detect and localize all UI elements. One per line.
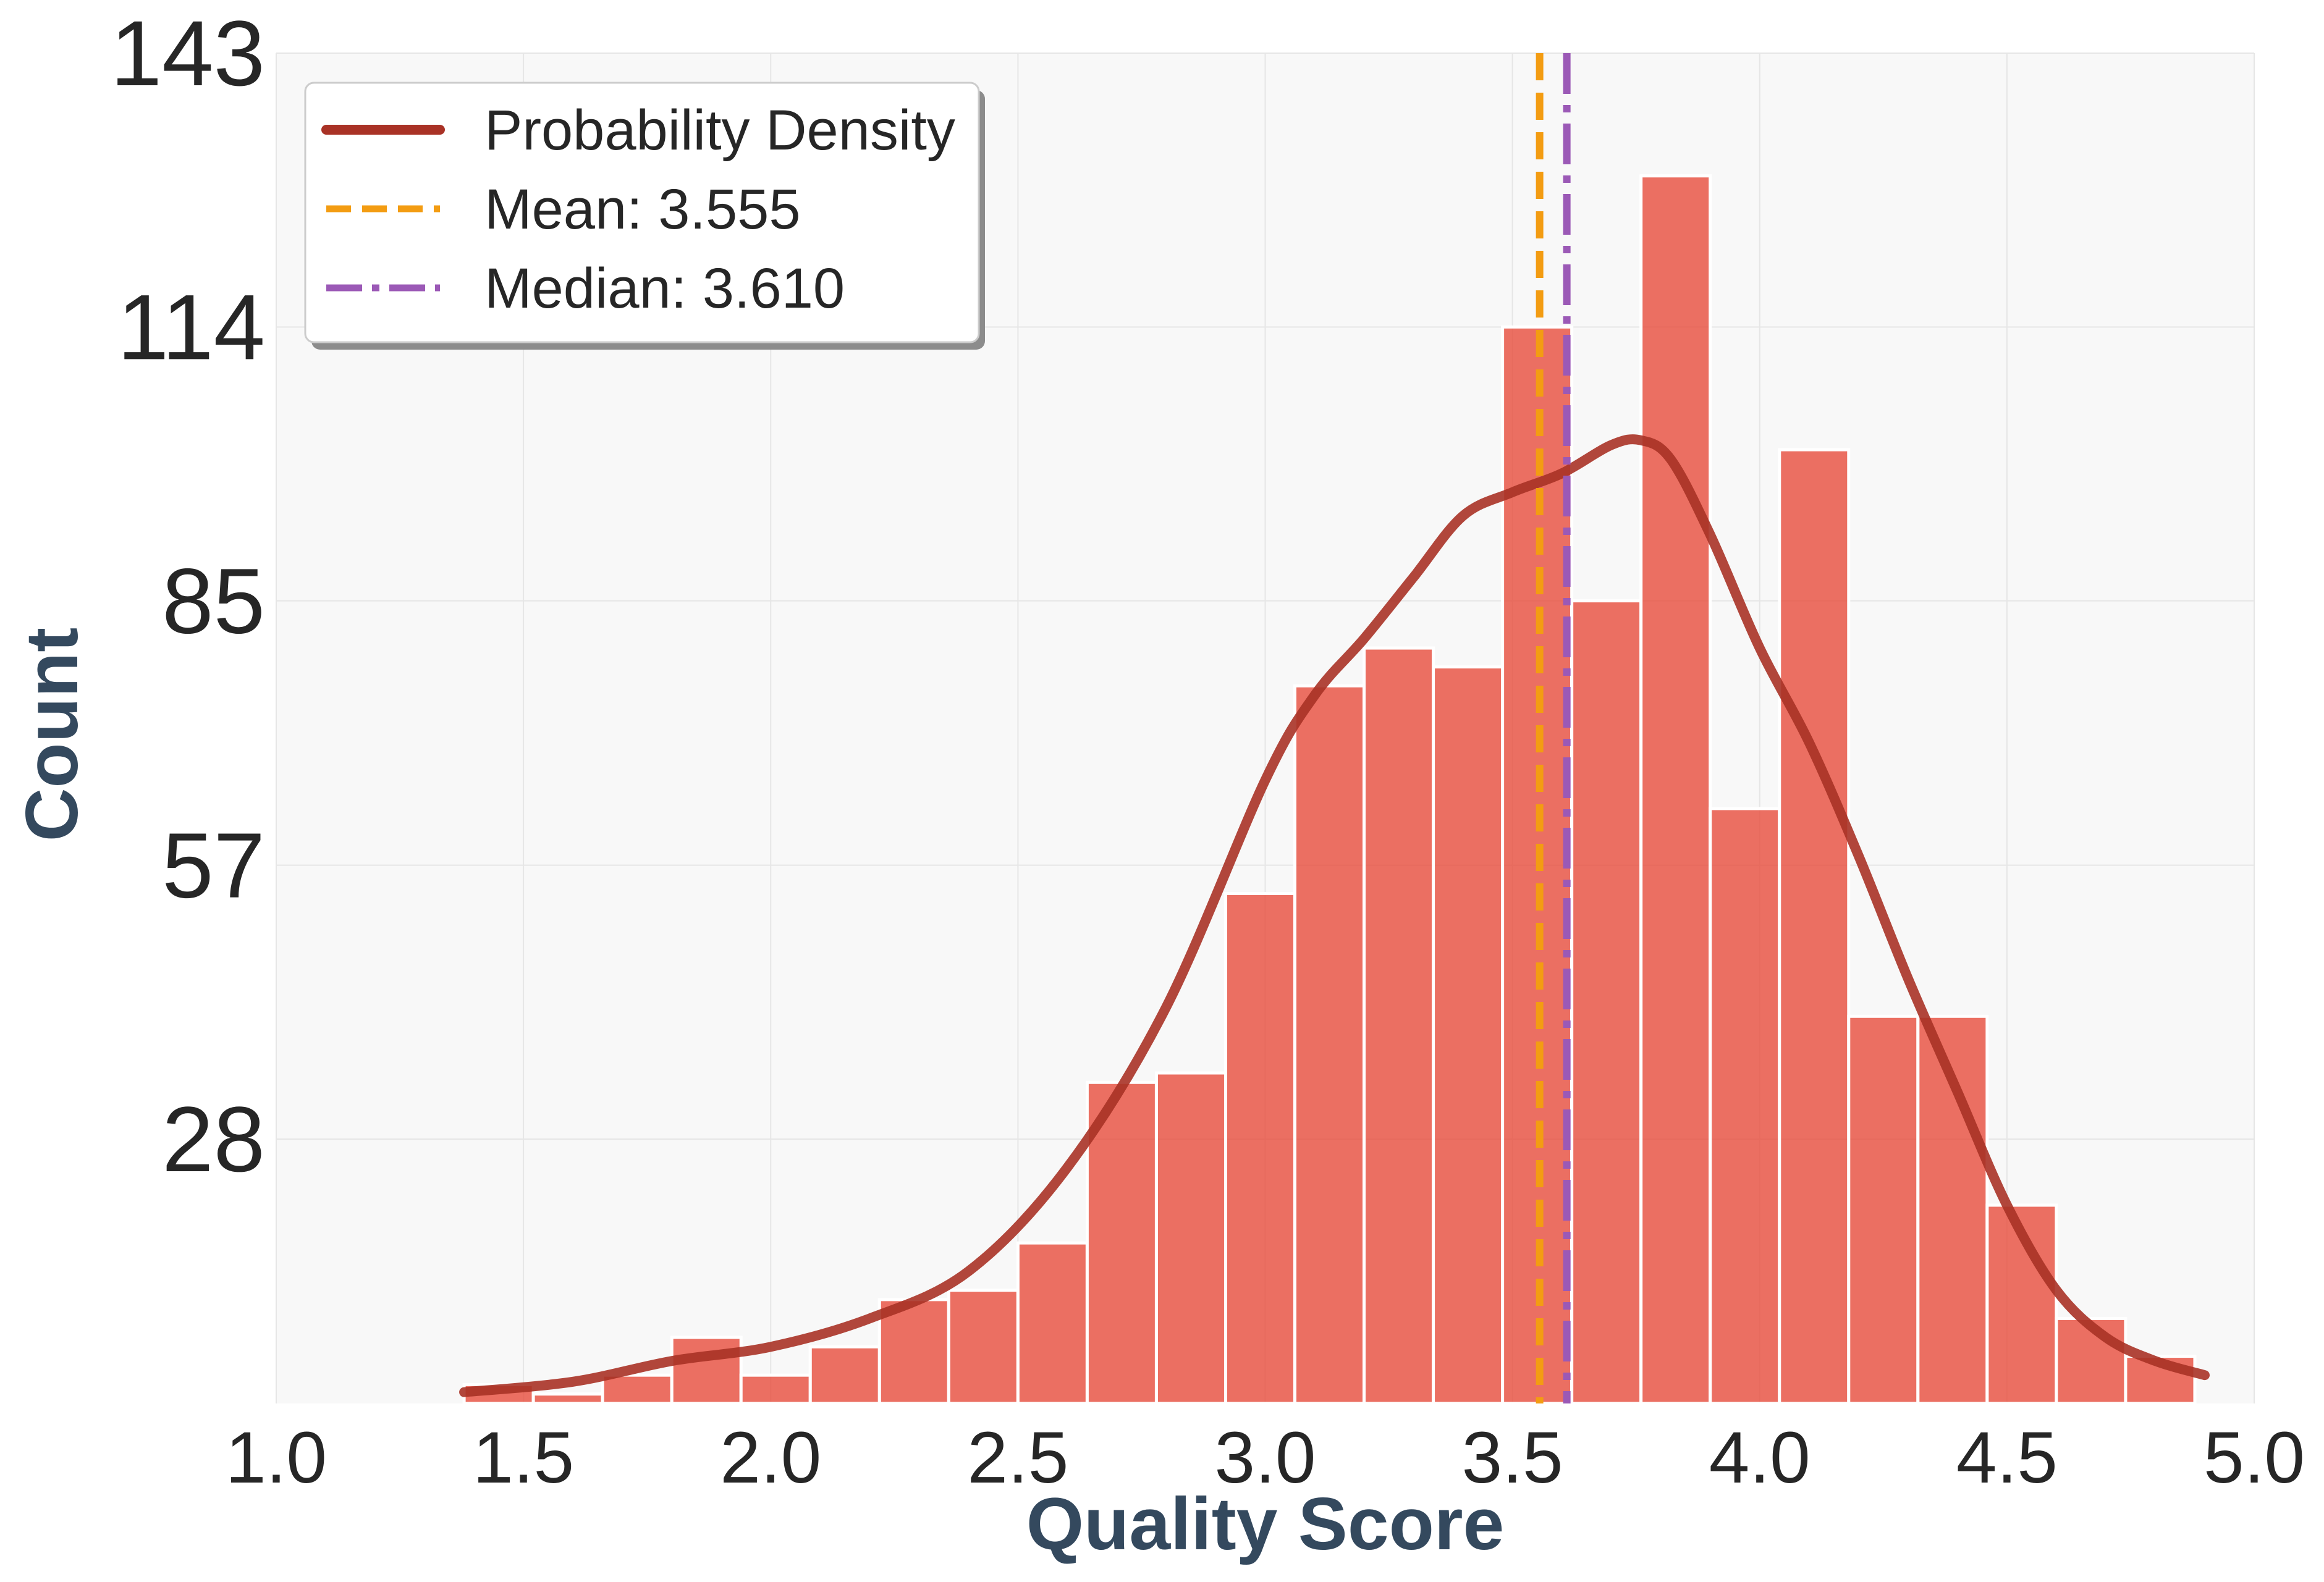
y-axis-ticks: 28 57 85 114 143 [111, 1, 265, 1191]
x-tick-label: 2.0 [720, 1417, 821, 1499]
density-curve-layer [459, 434, 2210, 1397]
x-tick-label: 1.5 [473, 1417, 574, 1499]
x-tick-label: 3.0 [1214, 1417, 1316, 1499]
histogram-bar [1778, 448, 1851, 1405]
histogram-bar [1293, 684, 1366, 1405]
histogram-bars [462, 174, 2197, 1405]
x-axis-title: Quality Score [1026, 1483, 1505, 1565]
histogram-bar [1570, 599, 1643, 1405]
x-tick-label: 5.0 [2204, 1417, 2305, 1499]
legend-label-density: Probability Density [484, 99, 955, 162]
histogram-bar [1154, 1071, 1227, 1405]
histogram-bar [1223, 892, 1297, 1405]
legend-box [304, 82, 980, 343]
histogram-bar [739, 1373, 812, 1405]
histogram-bar [2124, 1355, 2197, 1405]
histogram-bar [1639, 174, 1712, 1405]
histogram-bar [670, 1336, 743, 1405]
reference-lines [1536, 53, 1571, 1403]
histogram-bar [1432, 665, 1505, 1405]
histogram-bar [1709, 807, 1781, 1405]
legend-label-mean: Mean: 3.555 [484, 178, 800, 241]
y-tick-label: 85 [162, 549, 265, 653]
density-curve [459, 434, 2210, 1397]
x-tick-label: 3.5 [1462, 1417, 1563, 1499]
histogram-bar [877, 1298, 950, 1405]
histogram-bar [1847, 1014, 1920, 1405]
histogram-bar [531, 1392, 604, 1405]
y-tick-label: 57 [162, 814, 265, 917]
y-tick-label: 114 [117, 275, 265, 379]
legend-label-median: Median: 3.610 [484, 257, 845, 320]
histogram-bar [808, 1345, 881, 1405]
histogram-bar [1916, 1014, 1989, 1405]
x-tick-label: 2.5 [967, 1417, 1068, 1499]
histogram-bar [2055, 1316, 2128, 1405]
y-axis-title: Count [11, 628, 93, 842]
histogram-bar [601, 1373, 674, 1405]
x-tick-label: 4.0 [1709, 1417, 1811, 1499]
histogram-bar [947, 1289, 1020, 1405]
legend: Probability Density Mean: 3.555 Median: … [304, 82, 985, 350]
histogram-bar [1016, 1241, 1089, 1405]
y-tick-label: 143 [111, 1, 265, 105]
x-tick-label: 4.5 [1956, 1417, 2058, 1499]
histogram-bar [1363, 646, 1435, 1405]
x-axis-ticks: 1.0 1.5 2.0 2.5 3.0 3.5 4.0 4.5 5.0 [226, 1417, 2305, 1499]
x-tick-label: 1.0 [226, 1417, 327, 1499]
y-tick-label: 28 [162, 1087, 265, 1191]
